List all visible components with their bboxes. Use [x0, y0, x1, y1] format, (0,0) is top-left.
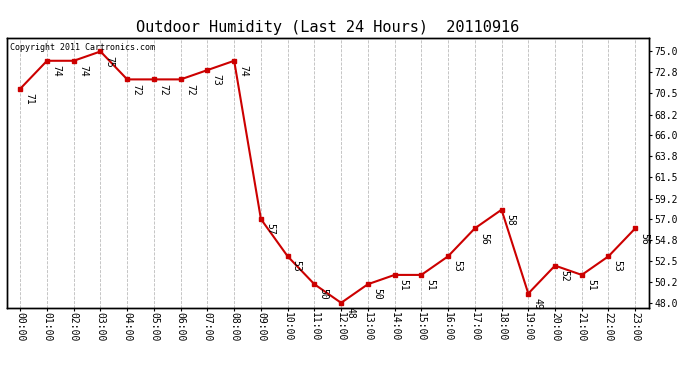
Text: 57: 57	[265, 223, 275, 235]
Text: 48: 48	[345, 307, 355, 319]
Text: 49: 49	[533, 298, 542, 309]
Text: 73: 73	[212, 74, 221, 86]
Text: 53: 53	[292, 261, 302, 272]
Text: Copyright 2011 Cartronics.com: Copyright 2011 Cartronics.com	[10, 43, 155, 52]
Title: Outdoor Humidity (Last 24 Hours)  20110916: Outdoor Humidity (Last 24 Hours) 2011091…	[136, 20, 520, 35]
Text: 74: 74	[51, 65, 61, 77]
Text: 52: 52	[559, 270, 569, 282]
Text: 72: 72	[131, 84, 141, 95]
Text: 53: 53	[452, 261, 462, 272]
Text: 53: 53	[613, 261, 622, 272]
Text: 51: 51	[586, 279, 596, 291]
Text: 74: 74	[78, 65, 88, 77]
Text: 50: 50	[372, 288, 382, 300]
Text: 75: 75	[105, 56, 115, 68]
Text: 72: 72	[158, 84, 168, 95]
Text: 72: 72	[185, 84, 195, 95]
Text: 74: 74	[238, 65, 248, 77]
Text: 71: 71	[24, 93, 34, 105]
Text: 51: 51	[426, 279, 435, 291]
Text: 56: 56	[640, 232, 649, 244]
Text: 51: 51	[399, 279, 408, 291]
Text: 50: 50	[319, 288, 328, 300]
Text: 58: 58	[506, 214, 515, 226]
Text: 56: 56	[479, 232, 489, 244]
